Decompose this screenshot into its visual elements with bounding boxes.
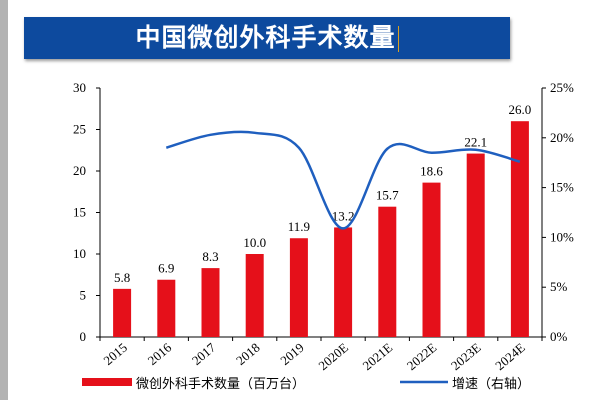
right-tick-label: 0%	[550, 329, 568, 344]
bar-value-label: 11.9	[288, 219, 310, 234]
x-tick-label: 2016	[145, 339, 175, 368]
bar-2021E	[378, 206, 397, 337]
bar-value-label: 8.3	[202, 249, 218, 264]
right-tick-label: 15%	[550, 180, 574, 195]
growth-line	[165, 130, 521, 230]
left-border	[0, 0, 8, 400]
x-tick-label: 2023E	[448, 340, 484, 373]
bar-value-label: 22.1	[464, 135, 487, 150]
text-cursor	[397, 26, 399, 52]
left-tick-label: 5	[80, 288, 87, 303]
x-tick-label: 2015	[100, 340, 130, 368]
bar-value-label: 10.0	[243, 235, 266, 250]
bar-value-label: 18.6	[420, 164, 443, 179]
bar-value-label: 15.7	[376, 188, 399, 203]
bar-2022E	[422, 182, 441, 337]
bar-2024E	[510, 121, 529, 337]
chart-title-text: 中国微创外科手术数量	[135, 23, 396, 52]
bar-value-label: 6.9	[158, 261, 174, 276]
bar-2020E	[334, 227, 353, 337]
left-tick-label: 10	[73, 246, 86, 261]
bar-2017	[201, 268, 220, 337]
x-tick-label: 2022E	[404, 340, 440, 373]
left-tick-label: 0	[80, 329, 87, 344]
legend-bar-swatch	[82, 378, 132, 386]
right-tick-label: 25%	[550, 80, 574, 95]
right-tick-label: 10%	[550, 229, 574, 244]
bar-value-label: 13.2	[332, 208, 355, 223]
bar-2023E	[466, 153, 485, 337]
left-tick-label: 25	[73, 122, 86, 137]
legend-bar-label: 微创外科手术数量（百万台）	[136, 377, 305, 392]
x-tick-label: 2017	[189, 339, 219, 368]
x-tick-label: 2021E	[360, 340, 396, 373]
left-tick-label: 30	[73, 80, 86, 95]
x-tick-label: 2019	[277, 340, 307, 368]
legend-line-label: 增速（右轴）	[452, 377, 530, 392]
x-tick-label: 2018	[233, 340, 263, 368]
bar-2019	[289, 238, 308, 337]
x-tick-label: 2020E	[315, 340, 351, 373]
chart-title: 中国微创外科手术数量	[24, 17, 510, 59]
bar-2015	[113, 288, 132, 337]
bar-value-label: 26.0	[509, 102, 532, 117]
bar-2018	[245, 254, 264, 337]
right-tick-label: 20%	[550, 130, 574, 145]
right-tick-label: 5%	[550, 279, 568, 294]
bar-value-label: 5.8	[114, 270, 130, 285]
x-tick-label: 2024E	[492, 340, 528, 373]
left-tick-label: 15	[73, 205, 86, 220]
bar-2016	[157, 279, 176, 337]
left-tick-label: 20	[73, 163, 86, 178]
